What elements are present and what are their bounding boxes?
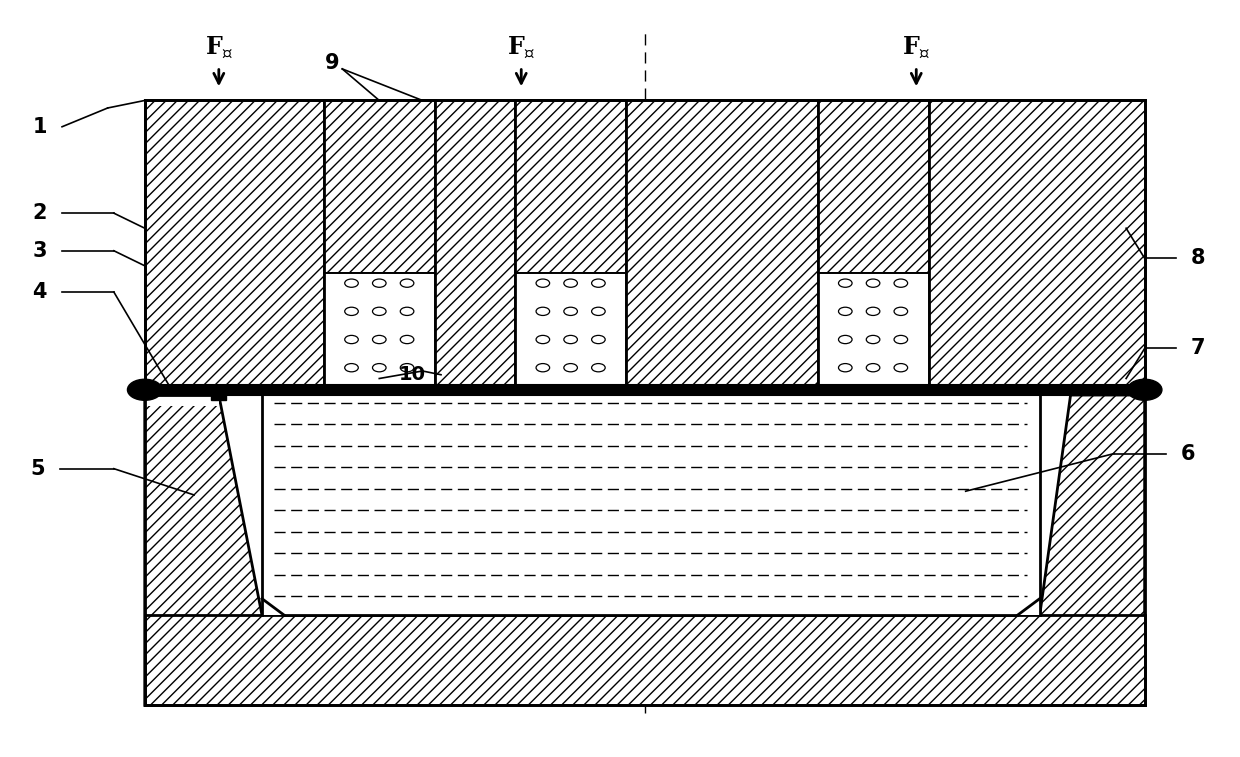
Bar (145, 395, 218, 407)
Polygon shape (145, 395, 262, 706)
Bar (324, 101, 435, 390)
Bar (211, 391, 226, 400)
Bar (262, 395, 1039, 593)
Bar (515, 273, 626, 386)
Bar (324, 101, 435, 273)
Bar (324, 273, 435, 386)
Text: 3: 3 (32, 241, 47, 260)
Circle shape (128, 379, 162, 400)
Text: 8: 8 (1190, 248, 1205, 268)
Bar (262, 593, 1039, 615)
Text: 2: 2 (32, 203, 47, 223)
Text: F$_{压}$: F$_{压}$ (903, 36, 930, 61)
Bar (515, 101, 626, 273)
Text: 4: 4 (32, 282, 47, 302)
Text: 10: 10 (399, 365, 427, 385)
Text: F$_{压}$: F$_{压}$ (507, 36, 536, 61)
Polygon shape (1039, 395, 1145, 706)
Bar (145, 101, 1145, 390)
Text: 1: 1 (32, 117, 47, 137)
Bar (145, 385, 1145, 395)
Bar (817, 101, 929, 273)
Bar (515, 101, 626, 390)
Text: F$_{压}$: F$_{压}$ (205, 36, 233, 61)
Bar (817, 273, 929, 386)
Text: 7: 7 (1190, 338, 1205, 359)
Bar (817, 101, 929, 390)
Text: 6: 6 (1180, 444, 1195, 463)
Polygon shape (145, 615, 1145, 706)
Text: 9: 9 (325, 53, 340, 73)
Text: 5: 5 (30, 459, 45, 478)
Circle shape (1127, 379, 1162, 400)
